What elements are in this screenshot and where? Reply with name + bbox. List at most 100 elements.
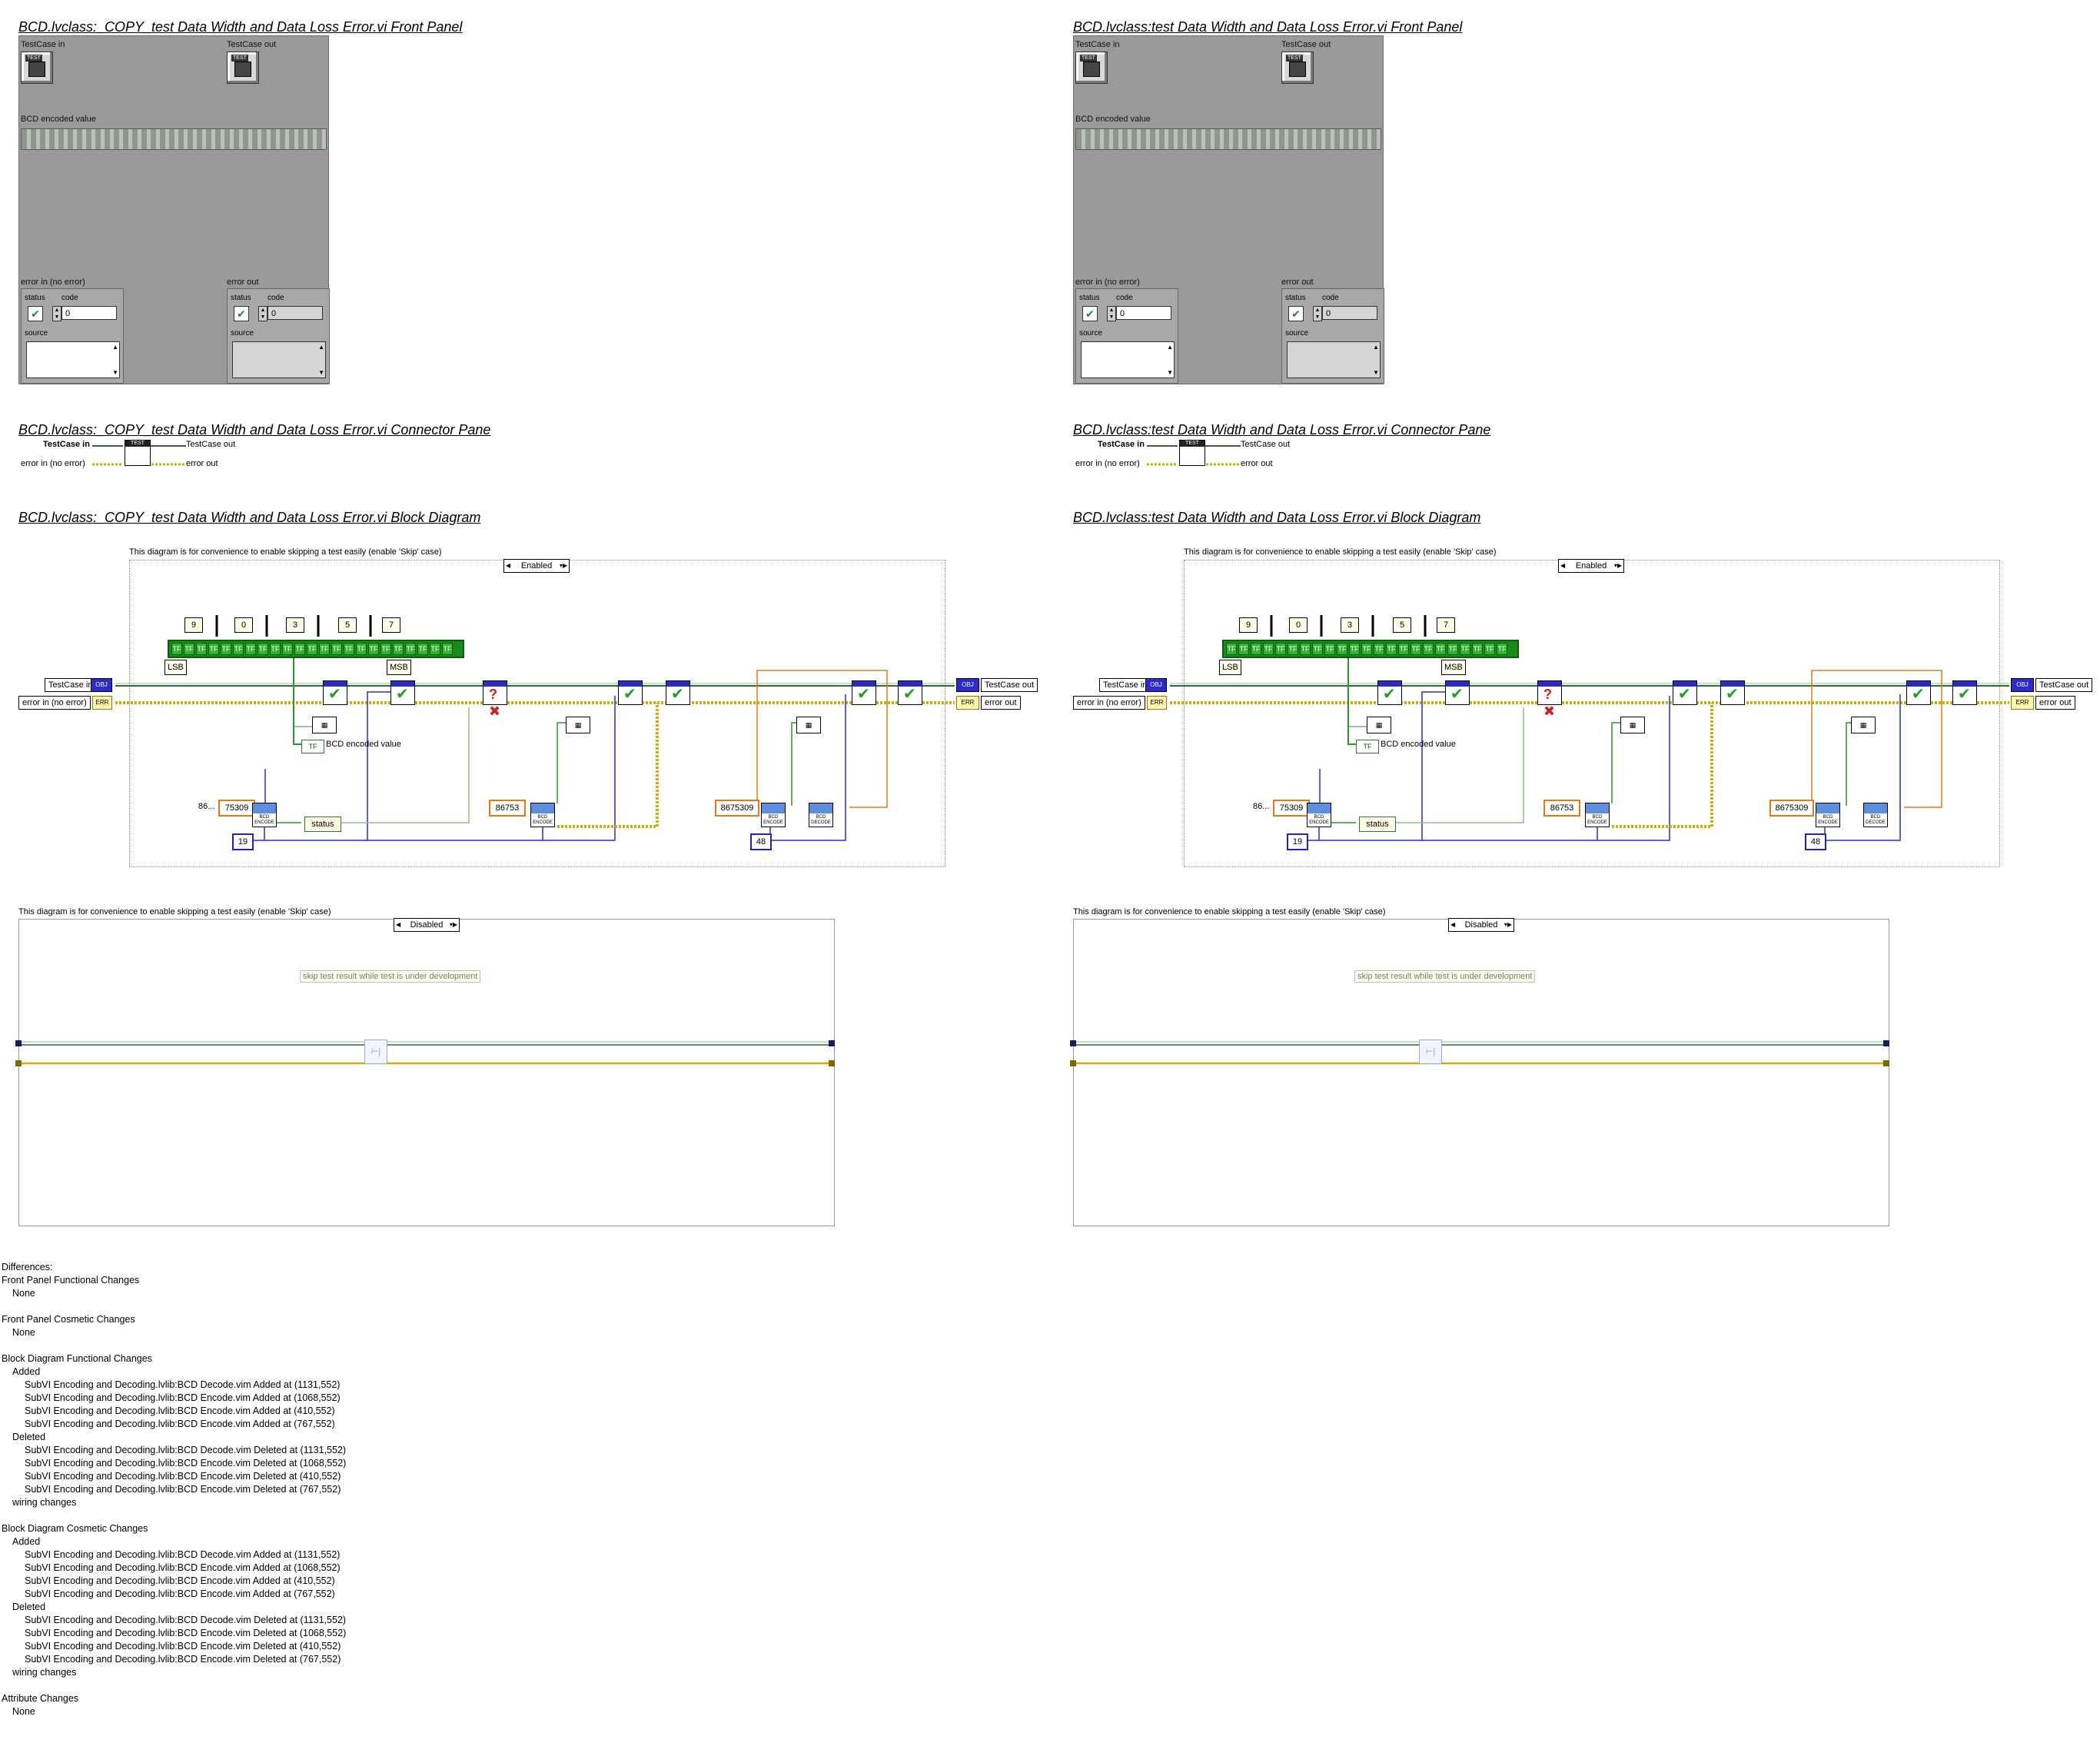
assert-equal-node[interactable]: ✔	[666, 680, 690, 705]
boolean-element[interactable]: TF	[1460, 643, 1470, 655]
boolean-element[interactable]: TF	[208, 643, 219, 655]
error-in-terminal[interactable]: error in (no error)	[18, 696, 91, 710]
bcd-encode-subvi[interactable]: BCD ENCODE	[1816, 803, 1840, 827]
digit-constant[interactable]: 0	[234, 617, 253, 633]
assert-equal-node[interactable]: ✔	[1906, 680, 1931, 705]
boolean-element[interactable]: TF	[1226, 643, 1237, 655]
boolean-element[interactable]: TF	[221, 643, 231, 655]
digit-constant[interactable]: 5	[1393, 617, 1411, 633]
digit-constant[interactable]: 3	[286, 617, 304, 633]
scroll-down-icon[interactable]: ▼	[112, 369, 118, 376]
status-unbundle[interactable]: status	[304, 817, 341, 832]
boolean-element[interactable]: TF	[1398, 643, 1409, 655]
boolean-element[interactable]: TF	[1263, 643, 1274, 655]
assert-equal-node[interactable]: ✔	[898, 680, 922, 705]
assert-equal-node[interactable]: ✔	[390, 680, 415, 705]
testcase-out-terminal[interactable]: TestCase out	[2035, 678, 2093, 692]
boolean-element[interactable]: TF	[442, 643, 453, 655]
input-constant[interactable]: 75309	[1273, 800, 1310, 817]
status-unbundle[interactable]: status	[1359, 817, 1396, 832]
width-constant[interactable]: 48	[750, 833, 772, 850]
scroll-up-icon[interactable]: ▲	[112, 344, 118, 351]
decrement-arrow-icon[interactable]: ◀	[1450, 921, 1456, 928]
boolean-element[interactable]: TF	[1435, 643, 1446, 655]
boolean-element[interactable]: TF	[1484, 643, 1495, 655]
boolean-element[interactable]: TF	[184, 643, 194, 655]
bcd-encode-subvi[interactable]: BCD ENCODE	[1307, 803, 1331, 827]
increment-arrow-icon[interactable]: ▾▶	[1613, 562, 1622, 569]
skip-subvi-icon[interactable]: ⊢|	[1419, 1039, 1442, 1064]
boolean-element[interactable]: TF	[270, 643, 281, 655]
bcd-decode-subvi[interactable]: BCD DECODE	[1863, 803, 1888, 827]
boolean-array-constant[interactable]: TF TF TF TF TF TF TF TF TF TF TF TF TF TF TF TF TF TF TF TF…	[1222, 640, 1519, 658]
boolean-element[interactable]: TF	[1251, 643, 1261, 655]
boolean-element[interactable]: TF	[196, 643, 207, 655]
boolean-element[interactable]: TF	[1447, 643, 1458, 655]
bcd-encode-subvi[interactable]: BCD ENCODE	[252, 803, 277, 827]
boolean-element[interactable]: TF	[1349, 643, 1360, 655]
array-subset-icon[interactable]: ▦	[566, 717, 590, 733]
increment-arrow-icon[interactable]: ▾▶	[1504, 921, 1512, 928]
status-checkbox[interactable]: ✔	[28, 306, 43, 321]
digit-constant[interactable]: 7	[1437, 617, 1455, 633]
boolean-element[interactable]: TF	[430, 643, 440, 655]
boolean-element[interactable]: TF	[1324, 643, 1335, 655]
boolean-element[interactable]: TF	[1411, 643, 1421, 655]
boolean-element[interactable]: TF	[1497, 643, 1507, 655]
input-constant[interactable]: 86753	[1543, 800, 1580, 817]
boolean-element[interactable]: TF	[245, 643, 256, 655]
boolean-element[interactable]: TF	[1374, 643, 1384, 655]
input-constant[interactable]: 75309	[218, 800, 255, 817]
error-in-terminal[interactable]: error in (no error)	[1073, 696, 1145, 710]
testcase-in-control[interactable]: TEST	[21, 52, 53, 84]
increment-arrow-icon[interactable]: ▾▶	[559, 562, 567, 569]
input-constant[interactable]: 8675309	[1769, 800, 1814, 817]
boolean-element[interactable]: TF	[1312, 643, 1323, 655]
boolean-element[interactable]: TF	[1472, 643, 1483, 655]
digit-constant[interactable]: 0	[1289, 617, 1308, 633]
digit-constant[interactable]: 9	[1239, 617, 1258, 633]
boolean-element[interactable]: TF	[319, 643, 330, 655]
source-field[interactable]: ▲ ▼	[1081, 341, 1175, 378]
scroll-down-icon[interactable]: ▼	[1373, 369, 1379, 376]
assert-equal-node[interactable]: ✔	[1445, 680, 1470, 705]
boolean-element[interactable]: TF	[417, 643, 428, 655]
boolean-element[interactable]: TF	[258, 643, 268, 655]
boolean-array-constant[interactable]: TF TF TF TF TF TF TF TF TF TF TF TF TF TF TF TF TF TF TF TF…	[168, 640, 464, 658]
width-constant[interactable]: 19	[232, 833, 254, 850]
assert-equal-node[interactable]: ✔	[323, 680, 347, 705]
boolean-element[interactable]: TF	[1300, 643, 1311, 655]
case-selector-enabled[interactable]: ◀ Enabled ▾▶	[1558, 559, 1624, 573]
assert-error-node[interactable]: ?✖	[1537, 680, 1562, 719]
skip-subvi-icon[interactable]: ⊢|	[364, 1039, 387, 1064]
boolean-element[interactable]: TF	[356, 643, 367, 655]
case-selector-disabled[interactable]: ◀ Disabled ▾▶	[394, 918, 460, 932]
boolean-element[interactable]: TF	[282, 643, 293, 655]
array-subset-icon[interactable]: ▦	[1851, 717, 1876, 733]
code-spinner[interactable]: ▲ ▼	[52, 306, 61, 321]
digit-constant[interactable]: 7	[382, 617, 400, 633]
source-field[interactable]: ▲ ▼	[26, 341, 120, 378]
array-subset-icon[interactable]: ▦	[1620, 717, 1645, 733]
testcase-out-terminal[interactable]: TestCase out	[981, 678, 1038, 692]
boolean-element[interactable]: TF	[380, 643, 391, 655]
case-selector-enabled[interactable]: ◀ Enabled ▾▶	[503, 559, 570, 573]
decrement-arrow-icon[interactable]: ◀	[396, 921, 401, 928]
assert-equal-node[interactable]: ✔	[1377, 680, 1402, 705]
testcase-in-terminal[interactable]: TestCase in	[45, 678, 97, 692]
width-constant[interactable]: 48	[1805, 833, 1826, 850]
boolean-element[interactable]: TF	[393, 643, 404, 655]
array-subset-icon[interactable]: ▦	[796, 717, 821, 733]
assert-equal-node[interactable]: ✔	[1720, 680, 1745, 705]
scroll-down-icon[interactable]: ▼	[318, 369, 324, 376]
assert-equal-node[interactable]: ✔	[852, 680, 876, 705]
boolean-element[interactable]: TF	[1423, 643, 1434, 655]
decrement-arrow-icon[interactable]: ◀	[1560, 562, 1566, 569]
boolean-element[interactable]: TF	[405, 643, 416, 655]
boolean-element[interactable]: TF	[1275, 643, 1286, 655]
bcd-encode-subvi[interactable]: BCD ENCODE	[1585, 803, 1610, 827]
boolean-element[interactable]: TF	[331, 643, 342, 655]
boolean-element[interactable]: TF	[307, 643, 317, 655]
boolean-element[interactable]: TF	[171, 643, 182, 655]
digit-constant[interactable]: 5	[338, 617, 357, 633]
